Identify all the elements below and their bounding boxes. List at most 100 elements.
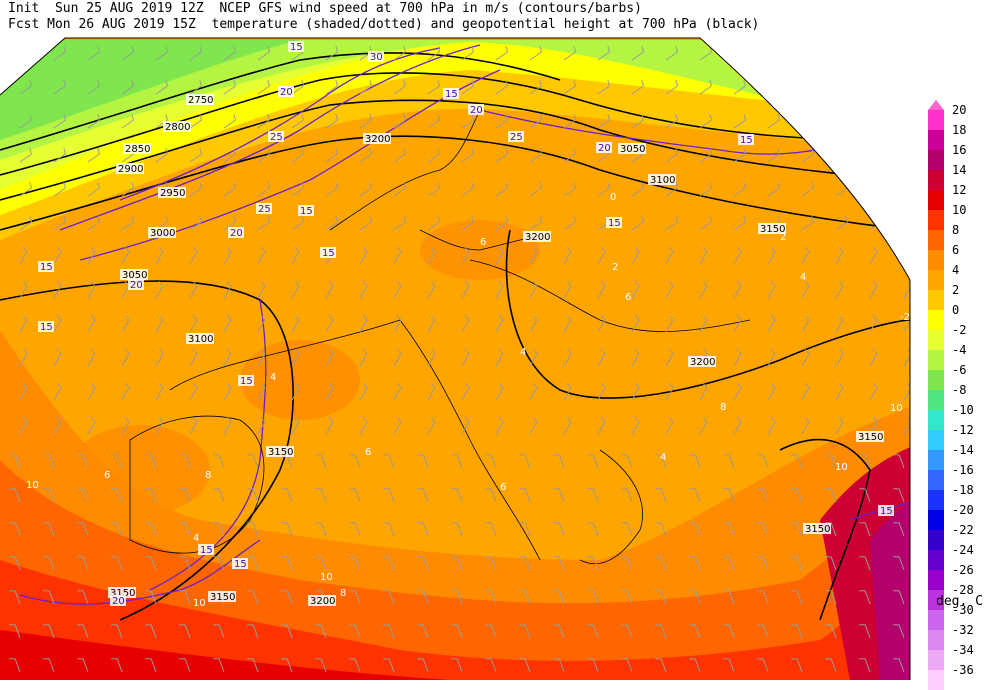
wind-barb-feather [539, 80, 542, 87]
wind-barb [529, 387, 538, 401]
wind-barb-feather [736, 382, 742, 389]
wind-barb [393, 421, 402, 435]
wind-barb-feather [158, 348, 164, 355]
wind-barb [801, 119, 814, 129]
wind-barb-feather [233, 216, 236, 223]
wind-barb [631, 153, 644, 163]
wind-barb [427, 51, 440, 61]
wind-barb-feather [845, 114, 848, 121]
wind-barb [82, 624, 89, 639]
wind-barb [495, 187, 508, 197]
wind-barb-feather [158, 416, 164, 423]
legend-swatch [928, 550, 944, 570]
wind-barb-feather [301, 80, 304, 87]
wind-barb [903, 153, 910, 163]
temperature-label: 10 [193, 598, 206, 609]
wind-barb-feather [505, 148, 508, 155]
wind-barb [631, 353, 640, 367]
wind-barb [155, 387, 164, 401]
wind-barb [694, 522, 701, 537]
wind-barb [563, 421, 572, 435]
wind-barb [728, 488, 735, 503]
wind-barb [830, 624, 837, 639]
wind-barb-feather [165, 148, 168, 155]
wind-barb-feather [906, 246, 910, 253]
wind-barb [116, 522, 123, 537]
wind-barb [184, 522, 191, 537]
wind-barb-feather [498, 416, 504, 423]
wind-barb [631, 85, 644, 95]
wind-barb-feather [634, 348, 640, 355]
legend-label: -18 [952, 483, 974, 497]
wind-barb [801, 353, 810, 367]
wind-barb-feather [192, 382, 198, 389]
wind-barb [830, 454, 837, 469]
wind-barb [388, 590, 395, 605]
wind-speed-label: 15 [40, 322, 53, 333]
wind-barb [597, 187, 610, 197]
wind-barb [359, 387, 368, 401]
wind-barb [354, 522, 361, 537]
wind-barb [320, 488, 327, 503]
wind-barb-feather [396, 416, 402, 423]
wind-barb [388, 522, 395, 537]
wind-barb-feather [158, 280, 164, 287]
wind-barb-feather [294, 246, 300, 253]
wind-barb-feather [199, 46, 202, 53]
wind-barb-feather [362, 314, 368, 321]
wind-barb [592, 522, 599, 537]
wind-barb [490, 658, 497, 673]
wind-barb-feather [770, 314, 776, 321]
wind-barb [767, 119, 780, 129]
wind-barb-feather [90, 280, 96, 287]
wind-barb [87, 251, 96, 265]
wind-speed-label: 20 [112, 596, 125, 607]
wind-barb-feather [335, 46, 338, 53]
wind-barb [699, 251, 708, 265]
wind-barb [830, 590, 837, 605]
wind-barb-feather [600, 348, 606, 355]
country-borders [129, 109, 751, 565]
wind-barb-feather [192, 314, 198, 321]
wind-barb [291, 319, 300, 333]
wind-barb [14, 658, 21, 673]
wind-barb-feather [607, 182, 610, 189]
wind-barb-feather [165, 216, 168, 223]
wind-barb-feather [743, 46, 746, 53]
temperature-label: 4 [800, 272, 806, 283]
wind-barb [354, 624, 361, 639]
wind-barb [218, 454, 225, 469]
wind-barb [830, 488, 837, 503]
wind-barb-feather [702, 382, 708, 389]
height-label: 3050 [620, 144, 645, 155]
wind-barb-feather [804, 382, 810, 389]
wind-barb-feather [464, 246, 470, 253]
wind-barb [558, 454, 565, 469]
wind-barb [524, 624, 531, 639]
wind-barb [456, 522, 463, 537]
wind-barb [694, 658, 701, 673]
wind-barb [699, 221, 712, 231]
wind-barb [223, 221, 236, 231]
wind-barb-feather [158, 382, 164, 389]
wind-barb [869, 187, 882, 197]
wind-barb-feather [63, 114, 66, 121]
wind-barb [869, 319, 878, 333]
wind-barb [495, 421, 504, 435]
wind-barb [184, 624, 191, 639]
wind-barb-feather [770, 348, 776, 355]
wind-barb [223, 353, 232, 367]
wind-barb [864, 488, 871, 503]
wind-barb [422, 556, 429, 571]
wind-barb [291, 251, 300, 265]
temperature-label: 4 [193, 533, 199, 544]
wind-barb [354, 488, 361, 503]
wind-barb [461, 153, 474, 163]
wind-barb [597, 421, 606, 435]
wind-barb-feather [260, 416, 266, 423]
wind-barb [53, 153, 66, 163]
wind-barb-feather [226, 416, 232, 423]
wind-barb-feather [471, 148, 474, 155]
wind-barb [53, 251, 62, 265]
